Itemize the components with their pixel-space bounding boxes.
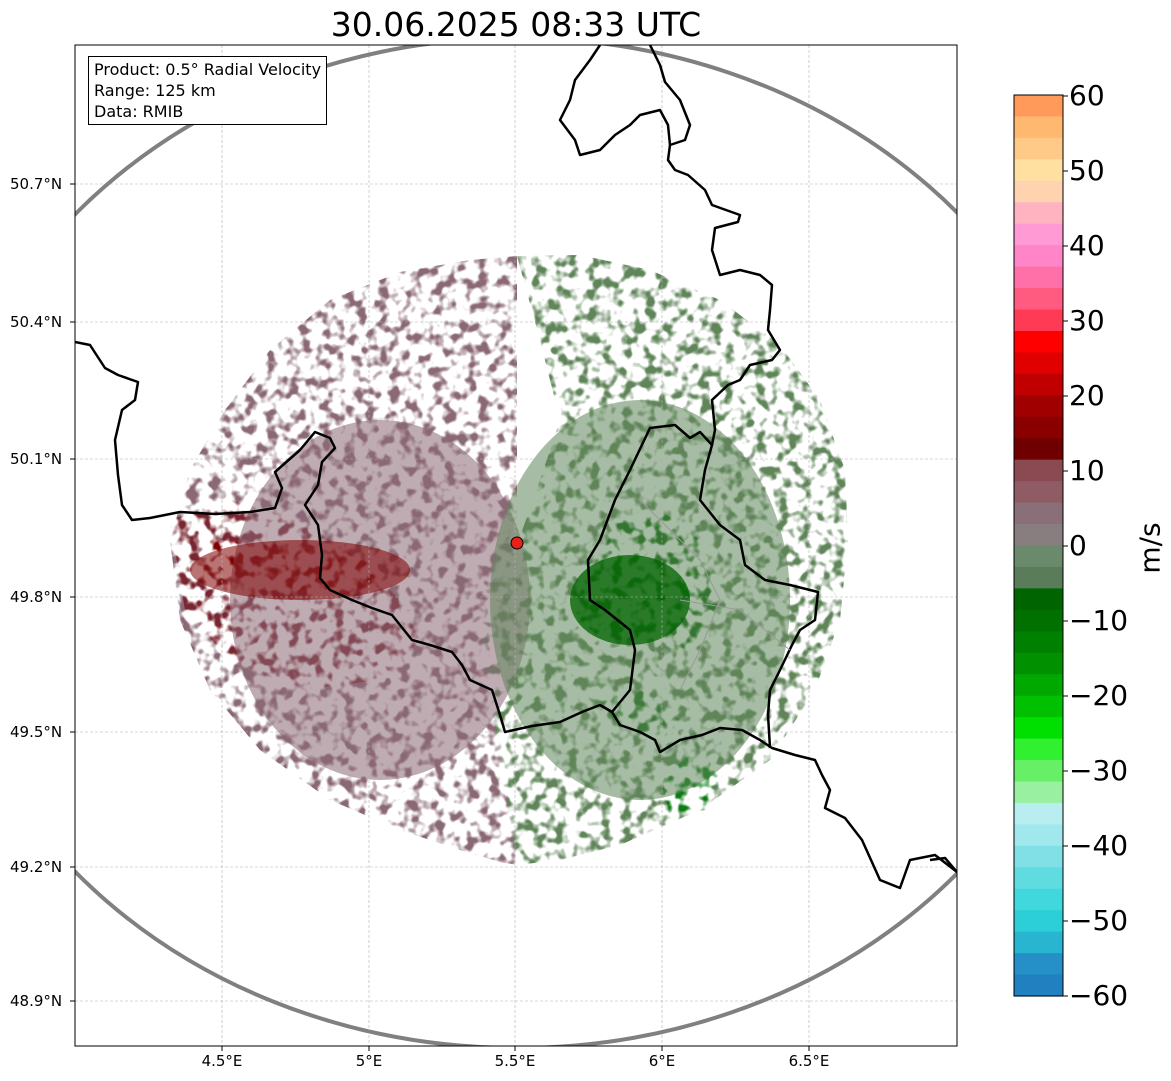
colorbar-segment <box>1014 953 1063 976</box>
colorbar-segment <box>1014 481 1063 504</box>
radar-site-marker <box>510 536 524 550</box>
lat-tick-label: 49.8°N <box>10 588 63 606</box>
colorbar-segment <box>1014 245 1063 268</box>
colorbar-segment <box>1014 545 1063 568</box>
colorbar-tick-label: 10 <box>1069 454 1105 487</box>
colorbar-tick-label: −50 <box>1069 904 1129 937</box>
colorbar-segment <box>1014 910 1063 933</box>
lat-tick-label: 50.7°N <box>10 175 63 193</box>
lon-tick-label: 5.5°E <box>494 1052 536 1070</box>
product-info-box: Product: 0.5° Radial Velocity Range: 125… <box>88 56 328 125</box>
lat-tick-label: 50.4°N <box>10 313 63 331</box>
colorbar-segment <box>1014 974 1063 997</box>
colorbar-segment <box>1014 180 1063 203</box>
colorbar-segment <box>1014 738 1063 761</box>
colorbar-tick-label: −20 <box>1069 679 1129 712</box>
colorbar-tick-label: 40 <box>1069 229 1105 262</box>
colorbar-segment <box>1014 631 1063 654</box>
colorbar-tick-label: 0 <box>1069 529 1087 562</box>
colorbar-segment <box>1014 202 1063 225</box>
colorbar-segment <box>1014 760 1063 783</box>
lon-tick-label: 6°E <box>648 1052 676 1070</box>
lat-tick-label: 48.9°N <box>10 992 63 1010</box>
colorbar-segment <box>1014 116 1063 139</box>
colorbar-segment <box>1014 867 1063 890</box>
colorbar-segment <box>1014 717 1063 740</box>
product-label: Product: 0.5° Radial Velocity <box>94 60 322 79</box>
colorbar-segment <box>1014 781 1063 804</box>
colorbar-segment <box>1014 588 1063 611</box>
colorbar-tick-label: −10 <box>1069 604 1129 637</box>
colorbar-segment <box>1014 416 1063 439</box>
colorbar-segment <box>1014 373 1063 396</box>
colorbar-segment <box>1014 288 1063 311</box>
colorbar-segment <box>1014 95 1063 118</box>
colorbar-tick-label: 30 <box>1069 304 1105 337</box>
lon-tick-label: 4.5°E <box>201 1052 243 1070</box>
lat-tick-label: 50.1°N <box>10 450 63 468</box>
colorbar-segment <box>1014 845 1063 868</box>
colorbar-segment <box>1014 266 1063 289</box>
colorbar-segment <box>1014 159 1063 182</box>
regional-boundaries <box>639 499 791 691</box>
colorbar-segment <box>1014 352 1063 375</box>
colorbar-segment <box>1014 802 1063 825</box>
colorbar-segment <box>1014 395 1063 418</box>
colorbar-segment <box>1014 931 1063 954</box>
colorbar-tick-label: −60 <box>1069 979 1129 1012</box>
colorbar-segment <box>1014 524 1063 547</box>
lat-tick-label: 49.2°N <box>10 858 63 876</box>
colorbar-tick-label: 50 <box>1069 154 1105 187</box>
colorbar-segment <box>1014 824 1063 847</box>
range-label: Range: 125 km <box>94 81 216 100</box>
colorbar-segment <box>1014 695 1063 718</box>
colorbar-tick-label: 60 <box>1069 79 1105 112</box>
data-source-label: Data: RMIB <box>94 102 184 121</box>
colorbar-segment <box>1014 674 1063 697</box>
colorbar-segment <box>1014 566 1063 589</box>
lon-tick-label: 6.5°E <box>788 1052 830 1070</box>
colorbar-segment <box>1014 330 1063 354</box>
colorbar-segment <box>1014 309 1063 332</box>
colorbar-segment <box>1014 888 1063 911</box>
colorbar-segment <box>1014 459 1063 482</box>
colorbar-segment <box>1014 502 1063 525</box>
colorbar-segment <box>1014 652 1063 675</box>
colorbar-segment <box>1014 223 1063 246</box>
lon-tick-label: 5°E <box>355 1052 383 1070</box>
colorbar-segment <box>1014 609 1063 632</box>
colorbar-tick-label: −40 <box>1069 829 1129 862</box>
colorbar <box>1014 95 1063 997</box>
colorbar-tick-label: −30 <box>1069 754 1129 787</box>
country-borders <box>75 45 957 890</box>
colorbar-unit-label: m/s <box>1133 522 1167 574</box>
lat-tick-label: 49.5°N <box>10 723 63 741</box>
map-title: 30.06.2025 08:33 UTC <box>330 5 702 44</box>
colorbar-segment <box>1014 438 1063 461</box>
colorbar-segment <box>1014 137 1063 160</box>
colorbar-tick-label: 20 <box>1069 379 1105 412</box>
